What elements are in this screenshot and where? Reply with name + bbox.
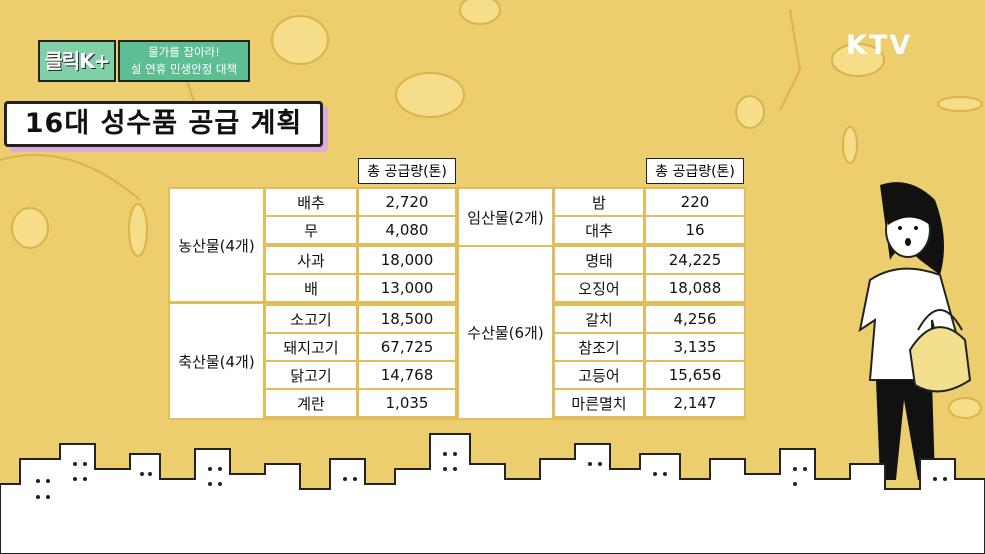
item-qty: 4,080: [359, 217, 455, 243]
supply-table: 총 공급량(톤) 총 공급량(톤) 농산물(4개) 축산물(4개) 배추 무 사…: [168, 158, 746, 420]
item-name: 밤: [555, 189, 643, 215]
garlic-doodle: [735, 95, 765, 129]
tofu-doodle: [831, 43, 885, 77]
item-name: 사과: [266, 247, 356, 273]
item-name: 오징어: [555, 275, 643, 301]
cabbage-doodle: [395, 72, 465, 118]
pants: [876, 380, 935, 480]
city-skyline-illustration: [0, 433, 985, 554]
header-qty-right: 총 공급량(톤): [646, 158, 744, 184]
item-name: 닭고기: [266, 362, 356, 388]
title-box: 16대 성수품 공급 계획: [4, 101, 323, 147]
item-qty: 220: [646, 189, 744, 215]
item-name: 배추: [266, 189, 356, 215]
item-qty: 4,256: [646, 306, 744, 332]
item-qty: 2,147: [646, 390, 744, 416]
program-logo: 클릭K+: [38, 40, 116, 82]
header-qty-left: 총 공급량(톤): [358, 158, 456, 184]
item-qty: 67,725: [359, 334, 455, 360]
group-label: 축산물(4개): [170, 304, 263, 418]
subtitle-line-1: 물가를 잡아라!: [148, 45, 220, 59]
item-qty: 18,088: [646, 275, 744, 301]
item-qty: 24,225: [646, 247, 744, 273]
item-name: 대추: [555, 217, 643, 243]
item-name: 마른멸치: [555, 390, 643, 416]
item-qty: 3,135: [646, 334, 744, 360]
chili-doodle: [842, 126, 858, 164]
leaf-doodle: [0, 154, 141, 201]
item-qty: 2,720: [359, 189, 455, 215]
skyline-shape: [0, 433, 985, 554]
item-qty: 16: [646, 217, 744, 243]
bread-doodle: [271, 15, 329, 65]
basket-handle: [917, 309, 963, 331]
subtitle-line-2: 설 연휴 민생안정 대책: [130, 62, 238, 76]
item-qty: 18,500: [359, 306, 455, 332]
item-qty: 14,768: [359, 362, 455, 388]
item-name: 명태: [555, 247, 643, 273]
basket: [908, 326, 972, 393]
item-name: 참조기: [555, 334, 643, 360]
group-label: 농산물(4개): [170, 189, 263, 301]
item-qty: 13,000: [359, 275, 455, 301]
scallion-doodle: [779, 9, 802, 111]
group-label: 수산물(6개): [459, 247, 552, 418]
item-name: 고등어: [555, 362, 643, 388]
skyline-windows: [36, 452, 947, 499]
woman-with-basket-illustration: [858, 182, 972, 480]
item-name: 계란: [266, 390, 356, 416]
snack-doodle: [948, 397, 982, 419]
item-name: 갈치: [555, 306, 643, 332]
item-qty: 1,035: [359, 390, 455, 416]
item-name: 배: [266, 275, 356, 301]
page-title: 16대 성수품 공급 계획: [24, 108, 303, 139]
item-name: 소고기: [266, 306, 356, 332]
program-subtitle: 물가를 잡아라! 설 연휴 민생안정 대책: [118, 40, 250, 82]
channel-logo: KTV: [846, 30, 913, 61]
carrot-doodle: [937, 96, 983, 112]
bangs: [885, 197, 932, 225]
item-name: 돼지고기: [266, 334, 356, 360]
group-label: 임산물(2개): [459, 189, 552, 245]
onion-doodle: [11, 207, 49, 249]
item-qty: 15,656: [646, 362, 744, 388]
item-qty: 18,000: [359, 247, 455, 273]
bag-doodle: [459, 0, 501, 25]
pepper-doodle: [128, 203, 148, 257]
item-name: 무: [266, 217, 356, 243]
program-badge: 클릭K+ 물가를 잡아라! 설 연휴 민생안정 대책: [38, 40, 250, 82]
